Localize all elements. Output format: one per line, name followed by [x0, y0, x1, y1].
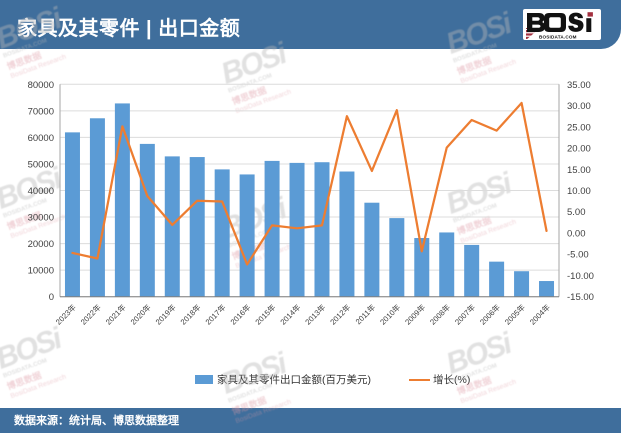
svg-text:10000: 10000 [28, 266, 54, 277]
svg-text:2009年: 2009年 [403, 302, 428, 327]
svg-text:2019年: 2019年 [153, 302, 178, 327]
svg-text:2008年: 2008年 [428, 302, 453, 327]
svg-text:40000: 40000 [28, 186, 54, 197]
svg-text:20.00: 20.00 [567, 144, 591, 155]
svg-text:80000: 80000 [28, 80, 54, 91]
svg-text:2022年: 2022年 [78, 302, 103, 327]
svg-text:0: 0 [49, 292, 54, 303]
svg-text:2013年: 2013年 [303, 302, 328, 327]
svg-text:15.00: 15.00 [567, 165, 591, 176]
svg-text:35.00: 35.00 [567, 80, 591, 91]
svg-text:-5.00: -5.00 [567, 250, 589, 261]
svg-text:2010年: 2010年 [378, 302, 403, 327]
svg-text:2011年: 2011年 [353, 302, 377, 326]
svg-text:30000: 30000 [28, 213, 54, 224]
svg-text:25.00: 25.00 [567, 122, 591, 133]
svg-text:2018年: 2018年 [178, 302, 203, 327]
svg-text:2021年: 2021年 [103, 302, 128, 327]
svg-text:10.00: 10.00 [567, 186, 591, 197]
svg-text:2023年: 2023年 [53, 302, 78, 327]
svg-text:2017年: 2017年 [203, 302, 228, 327]
svg-text:-15.00: -15.00 [567, 292, 594, 303]
svg-text:60000: 60000 [28, 133, 54, 144]
svg-text:2012年: 2012年 [328, 302, 353, 327]
svg-text:30.00: 30.00 [567, 101, 591, 112]
svg-text:2020年: 2020年 [128, 302, 153, 327]
svg-text:2006年: 2006年 [477, 302, 502, 327]
svg-text:2016年: 2016年 [228, 302, 253, 327]
svg-text:20000: 20000 [28, 239, 54, 250]
svg-text:2014年: 2014年 [278, 302, 303, 327]
svg-text:2007年: 2007年 [452, 302, 477, 327]
svg-text:50000: 50000 [28, 159, 54, 170]
svg-text:70000: 70000 [28, 106, 54, 117]
svg-text:-10.00: -10.00 [567, 271, 594, 282]
svg-text:2005年: 2005年 [502, 302, 527, 327]
svg-text:5.00: 5.00 [567, 207, 586, 218]
svg-text:2015年: 2015年 [253, 302, 278, 327]
svg-text:2004年: 2004年 [527, 302, 552, 327]
svg-text:0.00: 0.00 [567, 228, 586, 239]
